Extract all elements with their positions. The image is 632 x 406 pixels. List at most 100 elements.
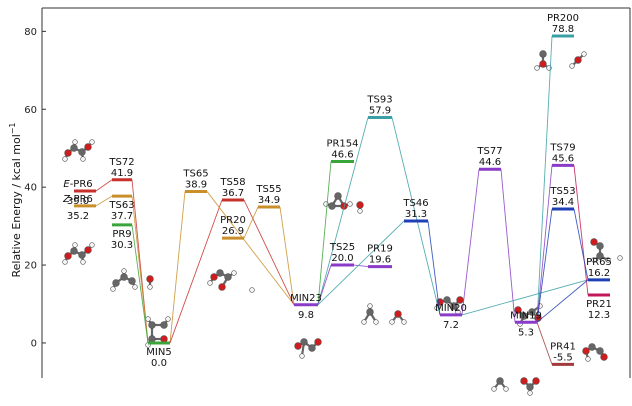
energy-levels: [74, 34, 610, 366]
connection-ts93-min20: [391, 117, 441, 316]
y-tick-label: 80: [24, 27, 37, 38]
label-value-ts55: 34.9: [258, 195, 280, 206]
connection-min19-ts79: [536, 165, 553, 323]
connection-min5-ts65: [169, 191, 186, 343]
y-tick-label: 20: [24, 261, 37, 272]
label-value-ts25: 20.0: [331, 253, 353, 264]
label-name-ts58: TS58: [219, 177, 245, 188]
label-name-pr20: PR20: [220, 215, 246, 226]
label-value-ts46: 31.3: [405, 209, 427, 220]
connection-ts63-min5: [131, 196, 149, 343]
connection-z-pr6-ts63: [95, 195, 113, 207]
label-name-pr154: PR154: [326, 138, 358, 149]
label-value-ts79: 45.6: [552, 153, 574, 164]
molecule-pr9-water: [146, 275, 154, 290]
molecule-min23: [294, 338, 322, 359]
label-name-min20: MIN20: [435, 303, 467, 314]
y-tick-label: 60: [24, 105, 37, 116]
label-name-e-pr6: E-PR6: [63, 179, 92, 190]
connection-lines: [95, 36, 589, 365]
label-value-pr21: 12.3: [588, 310, 610, 321]
molecule-pr20: [207, 269, 237, 291]
molecule-pr65: [590, 238, 611, 263]
connection-ts46-min20: [427, 220, 441, 315]
label-name-ts63: TS63: [108, 200, 134, 211]
label-name-min19: MIN19: [510, 310, 542, 321]
label-name-z-pr6: Z-PR6: [62, 194, 93, 205]
connection-min19-pr65: [536, 279, 589, 323]
label-name-min5: MIN5: [146, 347, 171, 358]
connection-min23-ts25: [317, 264, 332, 305]
connection-min19-pr41: [536, 322, 553, 365]
molecule-pr9: [110, 268, 138, 292]
molecule-pr41-fragment: [491, 377, 509, 392]
label-name-pr21: PR21: [586, 299, 612, 310]
label-name-ts65: TS65: [182, 168, 208, 179]
y-tick-label: 0: [31, 338, 37, 349]
molecule-structures: [62, 50, 623, 396]
molecule-pr20-h: [249, 287, 255, 293]
label-value-pr9: 30.3: [111, 240, 133, 251]
label-value-ts58: 36.7: [222, 188, 244, 199]
molecule-pr19: [389, 310, 407, 325]
connection-ts65-min23: [206, 191, 295, 306]
molecule-pr200: [534, 50, 552, 71]
molecule-pr154-oh: [356, 201, 364, 214]
connection-min20-pr65: [461, 279, 589, 316]
connection-min20-ts77: [461, 169, 480, 315]
label-name-pr200: PR200: [547, 13, 579, 24]
label-value-z-pr6: 35.2: [67, 211, 89, 222]
label-name-ts53: TS53: [549, 186, 575, 197]
label-name-ts79: TS79: [549, 142, 575, 153]
label-value-ts65: 38.9: [185, 179, 207, 190]
connection-min19-pr200: [536, 36, 553, 323]
label-value-pr154: 46.6: [331, 149, 353, 160]
label-value-ts72: 41.9: [111, 168, 133, 179]
label-name-ts93: TS93: [366, 94, 392, 105]
molecule-pr154: [323, 192, 353, 210]
molecule-min5: [145, 316, 171, 348]
molecule-ts25-fragment: [361, 303, 379, 325]
label-name-min23: MIN23: [290, 293, 322, 304]
connection-pr9-min5: [131, 224, 149, 344]
connection-min19-ts53: [536, 208, 553, 323]
label-value-pr20: 26.9: [222, 226, 244, 237]
molecule-pr41: [520, 377, 540, 396]
connection-ts55-min23: [279, 206, 295, 305]
label-value-pr19: 19.6: [369, 255, 391, 266]
label-name-pr19: PR19: [367, 244, 393, 255]
label-value-pr65: 16.2: [588, 268, 610, 279]
connection-min23-ts93: [317, 117, 369, 305]
connection-ts79-pr21: [573, 165, 589, 296]
connection-ts58-min23: [243, 199, 295, 305]
y-axis-label: Relative Energy / kcal mol−1: [8, 122, 23, 277]
label-name-pr65: PR65: [586, 257, 612, 268]
molecule-e-pr6: [62, 139, 95, 162]
molecule-pr200-water: [569, 51, 587, 69]
connection-min5-ts58: [169, 199, 223, 344]
label-value-min19: 5.3: [518, 327, 534, 338]
molecule-pr21: [582, 343, 608, 362]
molecule-pr65-h: [617, 255, 623, 261]
connection-ts53-pr65: [573, 208, 589, 280]
label-value-ts77: 44.6: [479, 157, 501, 168]
label-value-ts53: 34.4: [552, 197, 574, 208]
label-value-ts93: 57.9: [369, 105, 391, 116]
connection-ts25-pr19: [353, 264, 369, 268]
label-name-ts46: TS46: [402, 198, 428, 209]
connection-e-pr6-ts72: [95, 179, 113, 192]
label-name-pr41: PR41: [550, 341, 576, 352]
connection-ts46-min23: [317, 220, 405, 306]
connection-ts77-min19: [500, 169, 516, 323]
label-value-pr200: 78.8: [552, 24, 574, 35]
label-value-min20: 7.2: [443, 320, 459, 331]
y-tick-label: 40: [24, 183, 37, 194]
label-value-ts63: 37.7: [111, 211, 133, 222]
connection-pr20-ts55: [243, 206, 259, 239]
label-name-ts77: TS77: [476, 146, 502, 157]
label-name-ts25: TS25: [329, 242, 355, 253]
label-name-ts72: TS72: [108, 157, 134, 168]
axes: 0 20 40 60 80: [24, 7, 631, 378]
